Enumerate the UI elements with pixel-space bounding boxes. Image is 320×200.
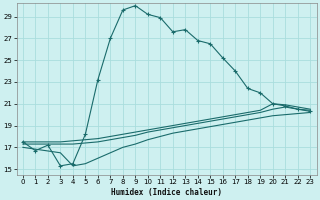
X-axis label: Humidex (Indice chaleur): Humidex (Indice chaleur) <box>111 188 222 197</box>
